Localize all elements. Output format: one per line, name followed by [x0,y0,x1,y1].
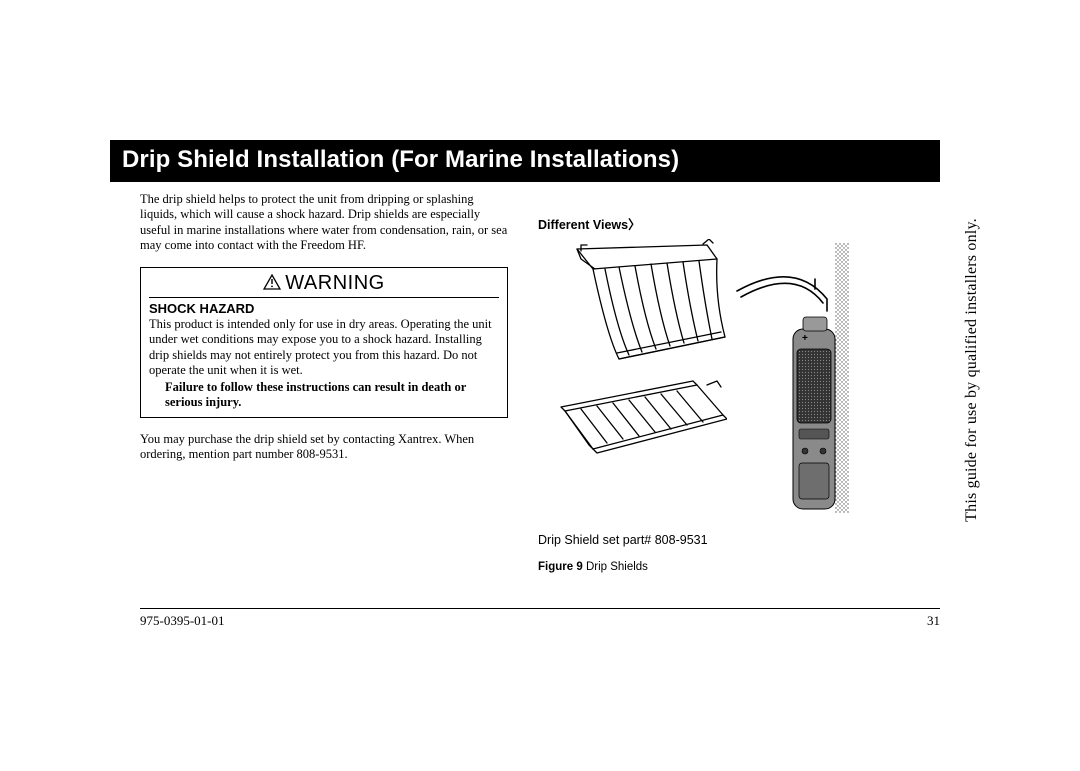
warning-body: This product is intended only for use in… [149,317,499,378]
page-title-bar: Drip Shield Installation (For Marine Ins… [110,140,940,182]
drip-shield-top-illustration [557,239,727,367]
right-column: Different Views〉 [526,188,886,573]
views-heading: Different Views〉 [538,214,641,233]
warning-heading: WARNING [149,272,499,298]
drip-shield-bottom-illustration [557,377,727,463]
part-number-label: Drip Shield set part# 808-9531 [538,533,708,547]
figure-title: Drip Shields [586,561,648,573]
warning-heading-text: WARNING [285,272,384,295]
device-with-shield-illustration: + [735,239,855,519]
figure-area: + [541,239,871,519]
page-footer: 975-0395-01-01 31 [140,608,940,629]
angle-bracket-icon: 〉 [628,218,641,232]
warning-bold: Failure to follow these instructions can… [149,380,499,411]
content-columns: The drip shield helps to protect the uni… [110,188,940,573]
page-number: 31 [927,613,940,629]
intro-paragraph: The drip shield helps to protect the uni… [140,188,508,253]
svg-text:+: + [802,333,808,344]
document-page: Drip Shield Installation (For Marine Ins… [110,140,940,573]
page-title: Drip Shield Installation (For Marine Ins… [122,146,679,173]
warning-box: WARNING SHOCK HAZARD This product is int… [140,267,508,418]
side-note: This guide for use by qualified installe… [960,230,984,510]
side-note-text: This guide for use by qualified installe… [963,218,981,522]
warning-triangle-icon [263,274,281,293]
doc-number: 975-0395-01-01 [140,613,225,629]
order-paragraph: You may purchase the drip shield set by … [140,432,508,463]
figure-number: Figure 9 [538,561,583,573]
left-column: The drip shield helps to protect the uni… [110,188,508,573]
shock-hazard-heading: SHOCK HAZARD [149,301,499,316]
figure-left-shields [557,239,727,519]
figure-caption: Figure 9 Drip Shields [538,561,648,573]
